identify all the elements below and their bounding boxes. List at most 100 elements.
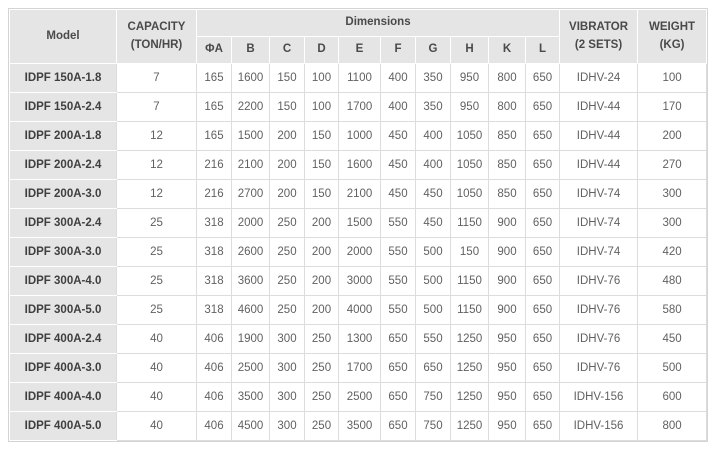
vibrator-cell: IDHV-24: [559, 63, 639, 93]
dim-cell: 450: [380, 121, 416, 151]
table-row: IDPF 300A-5.0 25 318 4600 250 200 4000 550 500…: [9, 295, 708, 325]
dim-cell: 950: [488, 353, 526, 383]
dim-cell: 550: [380, 295, 416, 325]
dim-cell: 450: [415, 208, 451, 238]
dim-cell: 165: [196, 63, 232, 93]
dim-cell: 318: [196, 208, 232, 238]
model-cell: IDPF 150A-2.4: [9, 92, 117, 122]
dim-cell: 318: [196, 266, 232, 296]
dim-cell: 1000: [338, 121, 381, 151]
vibrator-cell: IDHV-74: [559, 237, 639, 267]
dim-cell: 950: [488, 411, 526, 441]
table-row: IDPF 400A-3.0 40 406 2500 300 250 1700 650 650…: [9, 353, 708, 383]
dim-cell: 1500: [338, 208, 381, 238]
dim-cell: 300: [269, 324, 305, 354]
dim-cell: 1150: [450, 295, 489, 325]
dim-cell: 500: [415, 295, 451, 325]
weight-cell: 100: [637, 63, 708, 93]
capacity-cell: 40: [116, 382, 197, 412]
dim-cell: 200: [304, 295, 339, 325]
dim-cell: 150: [304, 150, 339, 180]
dim-cell: 650: [524, 63, 561, 93]
vibrator-cell: IDHV-44: [559, 121, 639, 151]
model-cell: IDPF 200A-1.8: [9, 121, 117, 151]
dim-cell: 150: [304, 179, 339, 209]
dim-cell: 165: [196, 121, 232, 151]
table-row: IDPF 150A-1.8 7 165 1600 150 100 1100 400 350 9…: [9, 63, 708, 93]
dim-cell: 950: [450, 92, 489, 122]
dim-cell: 250: [304, 411, 339, 441]
col-header-dim-f: F: [380, 36, 416, 64]
dim-cell: 100: [304, 63, 339, 93]
dim-cell: 400: [415, 150, 451, 180]
dim-cell: 850: [488, 150, 526, 180]
model-cell: IDPF 400A-2.4: [9, 324, 117, 354]
vibrator-cell: IDHV-76: [559, 295, 639, 325]
dim-cell: 650: [380, 411, 416, 441]
model-cell: IDPF 400A-5.0: [9, 411, 117, 441]
table-row: IDPF 200A-1.8 12 165 1500 200 150 1000 450 400…: [9, 121, 708, 151]
weight-cell: 480: [637, 266, 708, 296]
dim-cell: 1050: [450, 179, 489, 209]
col-header-dim-e: E: [338, 36, 381, 64]
dim-cell: 450: [415, 179, 451, 209]
dim-cell: 2600: [231, 237, 270, 267]
dim-cell: 800: [488, 63, 526, 93]
dim-cell: 350: [415, 63, 451, 93]
dim-cell: 650: [524, 150, 561, 180]
dim-cell: 1050: [450, 121, 489, 151]
dim-cell: 3600: [231, 266, 270, 296]
weight-unit: (KG): [659, 38, 685, 51]
dim-cell: 950: [488, 324, 526, 354]
table-row: IDPF 300A-3.0 25 318 2600 250 200 2000 550 500…: [9, 237, 708, 267]
dim-cell: 250: [269, 266, 305, 296]
weight-cell: 300: [637, 179, 708, 209]
dim-cell: 2500: [338, 382, 381, 412]
vibrator-sets: (2 SETS): [574, 38, 623, 51]
capacity-unit: (TON/HR): [130, 38, 183, 51]
capacity-cell: 12: [116, 121, 197, 151]
dim-cell: 2100: [231, 150, 270, 180]
dim-cell: 1250: [450, 382, 489, 412]
dim-cell: 2000: [231, 208, 270, 238]
dim-cell: 1150: [450, 208, 489, 238]
col-header-dim-g: G: [415, 36, 451, 64]
col-header-vibrator: VIBRATOR (2 SETS): [559, 9, 639, 64]
dim-cell: 1900: [231, 324, 270, 354]
dim-cell: 450: [380, 150, 416, 180]
dim-cell: 4000: [338, 295, 381, 325]
capacity-cell: 25: [116, 266, 197, 296]
model-cell: IDPF 200A-3.0: [9, 179, 117, 209]
model-cell: IDPF 300A-3.0: [9, 237, 117, 267]
dim-cell: 400: [380, 92, 416, 122]
dim-cell: 900: [488, 237, 526, 267]
model-cell: IDPF 300A-2.4: [9, 208, 117, 238]
capacity-cell: 25: [116, 208, 197, 238]
dim-cell: 1250: [450, 324, 489, 354]
dim-cell: 900: [488, 208, 526, 238]
dim-cell: 850: [488, 179, 526, 209]
header-row-dims: ΦA B C D E F G H K L: [10, 36, 707, 64]
dim-cell: 550: [380, 237, 416, 267]
col-header-dim-c: C: [269, 36, 305, 64]
model-cell: IDPF 300A-4.0: [9, 266, 117, 296]
spec-table-frame: Model CAPACITY (TON/HR) Dimensions VIBRAT…: [8, 8, 709, 442]
dim-cell: 650: [524, 92, 561, 122]
dim-cell: 1250: [450, 353, 489, 383]
dim-cell: 150: [269, 92, 305, 122]
dim-cell: 450: [380, 179, 416, 209]
weight-cell: 580: [637, 295, 708, 325]
weight-cell: 800: [637, 411, 708, 441]
table-row: IDPF 400A-4.0 40 406 3500 300 250 2500 650 750…: [9, 382, 708, 412]
dim-cell: 750: [415, 382, 451, 412]
dim-cell: 950: [450, 63, 489, 93]
col-header-dim-d: D: [304, 36, 339, 64]
table-row: IDPF 200A-2.4 12 216 2100 200 150 1600 450 400…: [9, 150, 708, 180]
vibrator-cell: IDHV-156: [559, 411, 639, 441]
dim-cell: 900: [488, 295, 526, 325]
dim-cell: 150: [269, 63, 305, 93]
col-header-dim-h: H: [450, 36, 489, 64]
table-row: IDPF 300A-2.4 25 318 2000 250 200 1500 550 450…: [9, 208, 708, 238]
col-header-capacity: CAPACITY (TON/HR): [116, 9, 197, 64]
col-header-model: Model: [9, 9, 117, 64]
